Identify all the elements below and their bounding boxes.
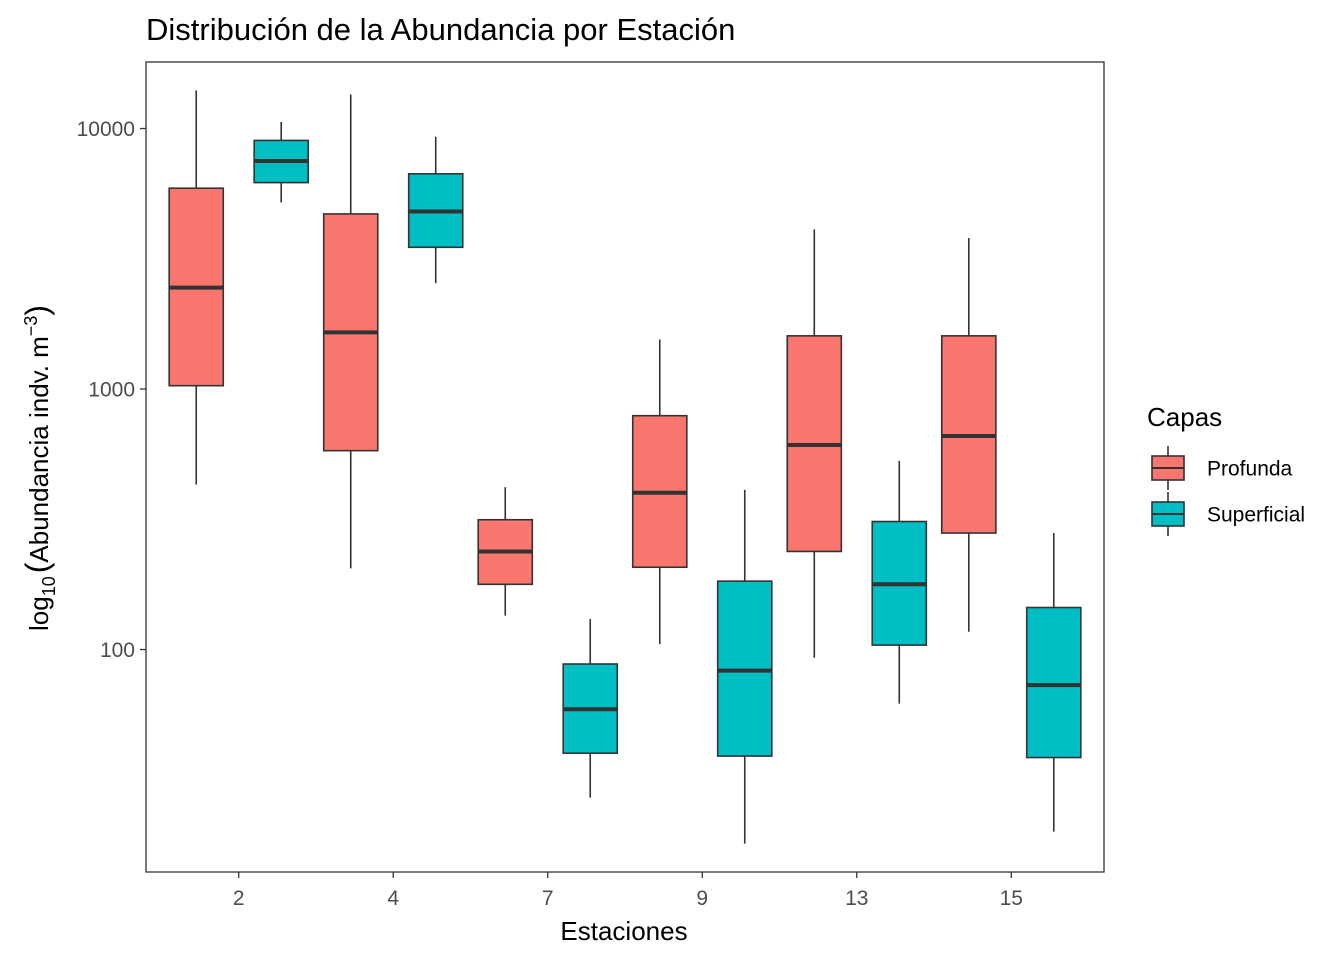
y-axis-title-open-paren: ( xyxy=(19,562,55,573)
y-tick-label: 100 xyxy=(100,639,135,662)
box-superficial-9 xyxy=(716,489,773,844)
box-body xyxy=(716,580,773,757)
legend-items: Profunda Superficial xyxy=(1151,446,1305,536)
box-profunda-7 xyxy=(477,487,534,616)
x-tick-label: 7 xyxy=(542,887,554,910)
y-axis-title: log10 (Abundancia indv. m−3) xyxy=(19,305,59,631)
legend: Capas Profunda Superficial xyxy=(1147,402,1305,536)
legend-item-profunda: Profunda xyxy=(1151,446,1293,490)
y-tick-label: 10000 xyxy=(77,118,135,141)
legend-item-superficial: Superficial xyxy=(1151,492,1305,536)
y-tick-label: 1000 xyxy=(88,379,135,402)
box-group xyxy=(168,90,1082,844)
y-axis-title-close-paren: ) xyxy=(19,305,55,316)
y-axis-title-main: Abundancia indv. m xyxy=(24,336,54,562)
y-axis-title-prefix: log xyxy=(24,596,54,631)
box-profunda-2 xyxy=(168,90,225,485)
box-profunda-9 xyxy=(631,339,688,645)
legend-label: Superficial xyxy=(1207,504,1305,527)
chart-title: Distribución de la Abundancia por Estaci… xyxy=(146,12,735,47)
box-profunda-15 xyxy=(940,237,997,632)
plot-area xyxy=(145,61,1105,873)
x-tick-label: 4 xyxy=(387,887,399,910)
box-profunda-13 xyxy=(786,229,843,658)
x-axis: 2 4 7 9 13 15 xyxy=(233,872,1023,910)
x-tick-label: 13 xyxy=(845,887,868,910)
y-axis: 100 1000 10000 xyxy=(77,118,146,662)
y-axis-title-subscript: 10 xyxy=(39,576,59,596)
x-tick-label: 2 xyxy=(233,887,245,910)
x-tick-label: 9 xyxy=(696,887,708,910)
box-superficial-4 xyxy=(407,136,464,284)
box-superficial-2 xyxy=(253,121,310,203)
box-profunda-4 xyxy=(322,94,379,569)
y-axis-title-superscript: −3 xyxy=(21,316,41,337)
box-superficial-15 xyxy=(1025,533,1082,832)
x-tick-label: 15 xyxy=(1000,887,1023,910)
box-superficial-7 xyxy=(562,618,619,798)
box-superficial-13 xyxy=(871,460,928,704)
legend-label: Profunda xyxy=(1207,458,1293,481)
x-axis-title: Estaciones xyxy=(560,916,687,946)
legend-title: Capas xyxy=(1147,402,1222,432)
box-body xyxy=(1025,606,1082,759)
